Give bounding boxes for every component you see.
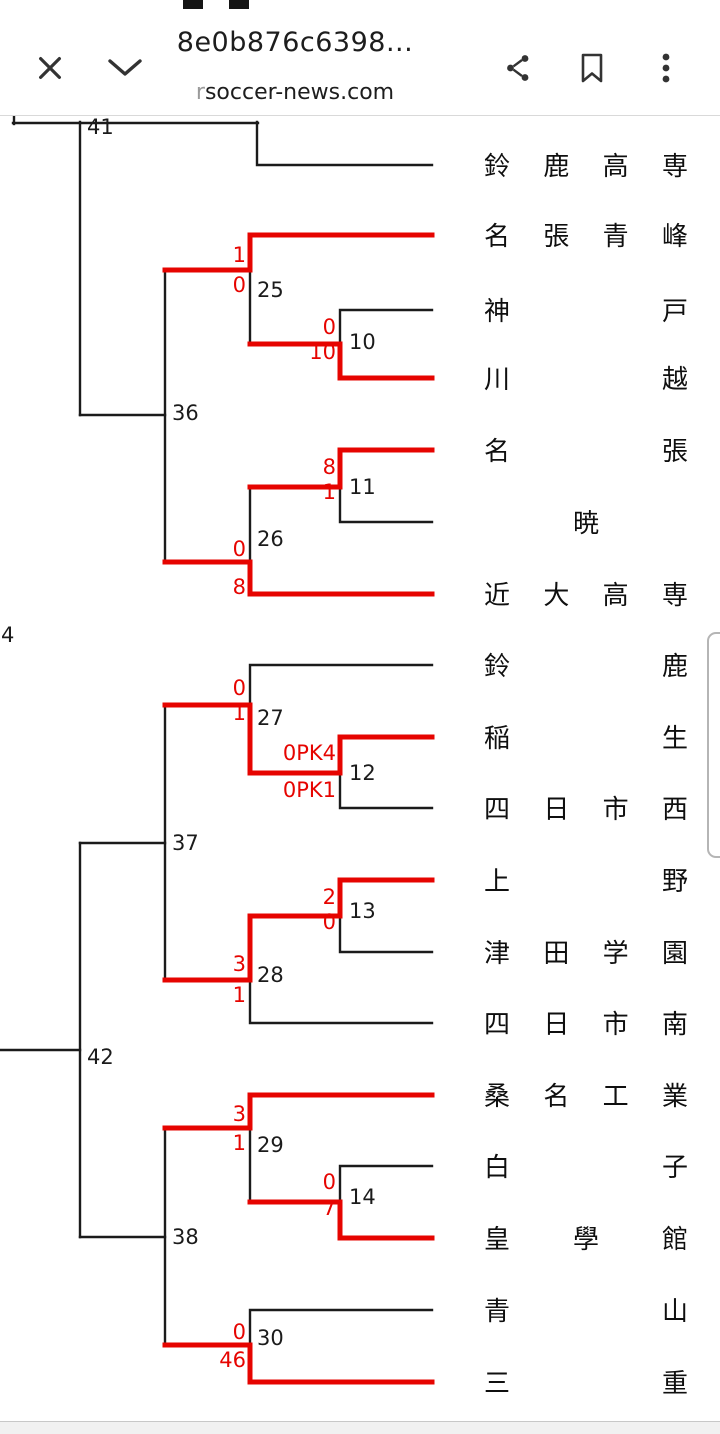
page-url: rsoccer-news.com xyxy=(145,80,445,105)
team-kindai-kosen: 近大高専 xyxy=(484,580,688,611)
match-26-number: 26 xyxy=(257,527,284,551)
match-30-bottom-score: 46 xyxy=(219,1348,246,1372)
team-suzuka-kosen: 鈴鹿高専 xyxy=(484,151,688,182)
winner-path-kogakkan xyxy=(247,1199,435,1241)
match-11-top-score: 8 xyxy=(322,455,336,479)
match-13-bottom-score: 0 xyxy=(322,910,336,934)
match-12-number: 12 xyxy=(349,761,376,785)
bookmark-icon xyxy=(581,53,603,83)
match-14-number: 14 xyxy=(349,1185,376,1209)
match-36-number: 36 xyxy=(172,401,199,425)
team-shiroko: 白子 xyxy=(484,1152,688,1183)
cropped-content-fragment xyxy=(183,0,203,9)
winner-path-ueno xyxy=(162,877,435,983)
bracket-winner-lines xyxy=(162,232,435,1385)
winner-path-kawagoe xyxy=(247,341,435,381)
winner-path-nabari xyxy=(247,447,435,490)
winner-path-inou xyxy=(162,702,435,776)
match-27-top-score: 0 xyxy=(232,676,246,700)
match-13-number: 13 xyxy=(349,899,376,923)
team-line-tsuda-gakuen xyxy=(338,914,434,954)
close-button[interactable] xyxy=(30,48,70,88)
team-line-yokkaichi-minami xyxy=(248,978,434,1025)
bookmark-button[interactable] xyxy=(572,48,612,88)
share-button[interactable] xyxy=(498,48,538,88)
match-29-top-score: 3 xyxy=(232,1102,246,1126)
bracket-black-lines xyxy=(0,106,434,1347)
match-26-top-score: 0 xyxy=(232,537,246,561)
team-tsuda-gakuen: 津田学園 xyxy=(484,938,688,969)
match-44-number-partial: 4 xyxy=(1,623,15,647)
team-yokkaichi-nishi: 四日市西 xyxy=(484,794,688,825)
match-38-number: 38 xyxy=(172,1225,199,1249)
match-12-bottom-score: 0PK1 xyxy=(282,778,336,802)
match-12-top-score: 0PK4 xyxy=(282,741,336,765)
team-suzuka: 鈴鹿 xyxy=(484,651,688,682)
match-14-bottom-score: 7 xyxy=(322,1196,336,1220)
match-27-number: 27 xyxy=(257,706,284,730)
bottom-bar-edge xyxy=(0,1421,720,1434)
image-viewer-toolbar: 8e0b876c6398... rsoccer-news.com xyxy=(0,0,720,116)
match-29-bottom-score: 1 xyxy=(232,1131,246,1155)
url-truncated-prefix: r xyxy=(195,80,205,105)
match-28-bottom-score: 1 xyxy=(232,983,246,1007)
match-42-number: 42 xyxy=(87,1045,114,1069)
match-41-number: 41 xyxy=(87,115,114,139)
match-14-top-score: 0 xyxy=(322,1170,336,1194)
team-akatsuki: 暁 xyxy=(572,508,599,539)
match-11-number: 11 xyxy=(349,475,376,499)
collapse-button[interactable] xyxy=(105,48,145,88)
winner-path-kuwana-kogyo xyxy=(162,1092,435,1131)
match-13-top-score: 2 xyxy=(322,885,336,909)
match-30-top-score: 0 xyxy=(232,1320,246,1344)
url-main: soccer-news.com xyxy=(204,80,395,105)
team-ueno: 上野 xyxy=(484,866,688,897)
team-nabari-seiho: 名張青峰 xyxy=(484,221,688,252)
team-line-aoyama xyxy=(248,1308,434,1347)
share-icon xyxy=(507,55,529,81)
match-30-number: 30 xyxy=(257,1326,284,1350)
menu-button[interactable] xyxy=(646,48,686,88)
match-28-top-score: 3 xyxy=(232,952,246,976)
team-yokkaichi-minami: 四日市南 xyxy=(484,1009,688,1040)
match-10-bottom-score: 10 xyxy=(309,340,336,364)
team-kogakkan: 皇學館 xyxy=(484,1224,688,1255)
match-25-bottom-score: 0 xyxy=(232,273,246,297)
match-26-bottom-score: 8 xyxy=(232,575,246,599)
match-25-number: 25 xyxy=(257,278,284,302)
team-line-shiroko xyxy=(338,1164,434,1204)
team-mie: 三重 xyxy=(484,1368,688,1399)
team-kawagoe: 川越 xyxy=(484,364,688,395)
match-10-number: 10 xyxy=(349,330,376,354)
close-icon xyxy=(39,57,61,79)
team-line-yokkaichi-nishi xyxy=(338,771,434,810)
team-line-suzuka-kosen xyxy=(255,120,434,167)
kebab-menu-icon xyxy=(662,53,670,83)
match-11-bottom-score: 1 xyxy=(322,480,336,504)
team-kuwana-kogyo: 桑名工業 xyxy=(484,1081,688,1112)
match-10-top-score: 0 xyxy=(322,315,336,339)
match-28-number: 28 xyxy=(257,963,284,987)
cropped-content-fragment xyxy=(229,0,249,9)
match-25-top-score: 1 xyxy=(232,243,246,267)
team-line-akatsuki xyxy=(338,485,434,524)
team-aoyama: 青山 xyxy=(484,1296,688,1327)
match-29-number: 29 xyxy=(257,1133,284,1157)
team-nabari: 名張 xyxy=(484,436,688,467)
match-27-bottom-score: 1 xyxy=(232,701,246,725)
chevron-down-icon xyxy=(108,59,142,76)
winner-path-kindai-kosen xyxy=(162,559,435,597)
winner-path-nabari-seiho xyxy=(162,232,435,273)
team-kanbe: 神戸 xyxy=(484,296,688,327)
match-37-number: 37 xyxy=(172,831,199,855)
team-line-kanbe xyxy=(338,308,434,346)
team-line-suzuka xyxy=(248,663,434,707)
team-inou: 稲生 xyxy=(484,723,688,754)
scrollbar-thumb[interactable] xyxy=(707,632,720,858)
winner-path-mie xyxy=(162,1342,435,1385)
page-title: 8e0b876c6398... xyxy=(176,27,414,58)
